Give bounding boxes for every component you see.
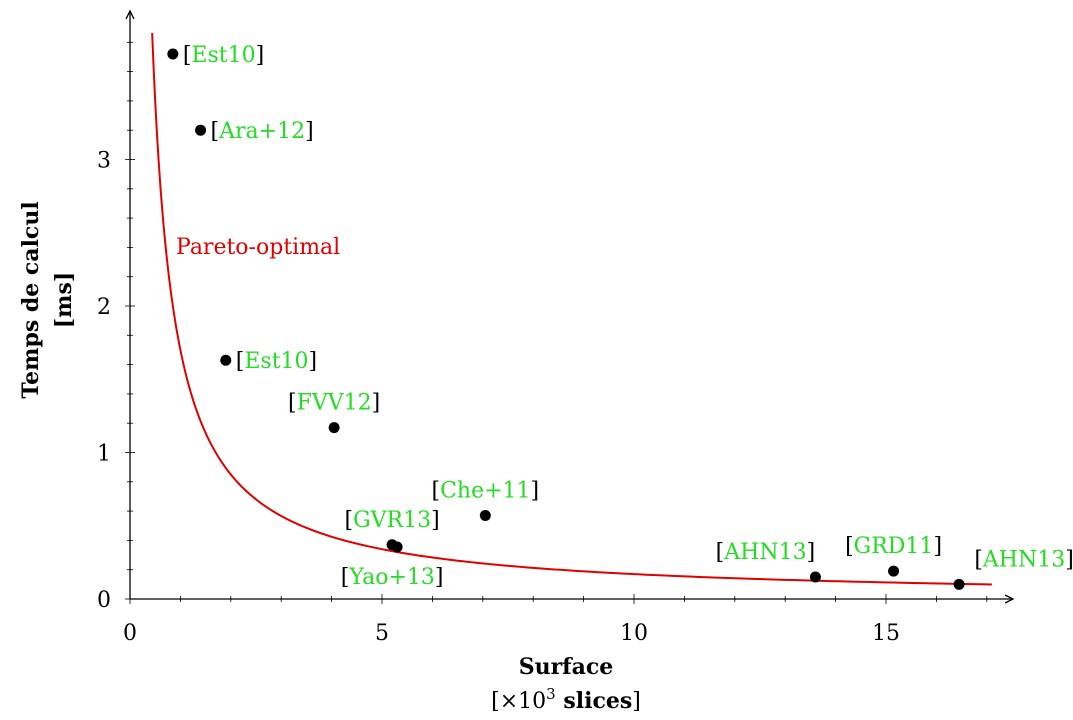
x-axis-unit: [×103 slices] <box>491 685 641 714</box>
label-bracket-open: [ <box>211 119 220 144</box>
y-tick-label: 1 <box>97 442 111 467</box>
label-bracket-close: ] <box>372 391 381 416</box>
x-tick-label: 15 <box>872 621 900 646</box>
label-citation: GVR13 <box>353 508 431 533</box>
label-citation: Ara+12 <box>218 119 305 144</box>
label-bracket-close: ] <box>807 540 816 565</box>
label-bracket-close: ] <box>309 349 318 374</box>
point-label: [GRD11] <box>845 534 942 559</box>
y-tick-label: 0 <box>97 588 111 613</box>
axes <box>130 12 1012 599</box>
x-unit-word: slices <box>556 688 633 714</box>
point-label: [Ara+12] <box>211 119 314 144</box>
label-bracket-open: [ <box>344 508 353 533</box>
y-tick-label: 2 <box>97 295 111 320</box>
label-citation: GRD11 <box>854 534 934 559</box>
label-bracket-open: [ <box>974 547 983 572</box>
label-bracket-close: ] <box>1065 547 1073 572</box>
y-axis-unit-group: [ms] <box>51 272 77 328</box>
data-point <box>809 571 821 583</box>
x-tick-label: 0 <box>123 621 137 646</box>
data-point <box>479 509 491 521</box>
point-label: [Est10] <box>236 349 317 374</box>
label-bracket-open: [ <box>431 478 440 503</box>
point-label: [Che+11] <box>431 478 539 503</box>
y-axis-title: Temps de calcul <box>18 201 44 398</box>
x-unit-exponent: 3 <box>546 685 556 703</box>
label-citation: FVV12 <box>297 391 372 416</box>
point-label: [Yao+13] <box>341 565 444 590</box>
data-point <box>220 354 232 366</box>
label-bracket-open: [ <box>183 43 192 68</box>
point-label: [AHN13] <box>716 540 816 565</box>
y-tick-label: 3 <box>97 149 111 174</box>
data-points: [Est10][Ara+12][Est10][FVV12][Che+11][GV… <box>167 43 1073 590</box>
label-bracket-open: [ <box>341 565 350 590</box>
label-bracket-close: ] <box>431 508 440 533</box>
label-bracket-close: ] <box>933 534 942 559</box>
point-label: [AHN13] <box>974 547 1073 572</box>
label-bracket-open: [ <box>845 534 854 559</box>
pareto-curve <box>151 32 992 586</box>
label-citation: Est10 <box>191 43 255 68</box>
label-bracket-open: [ <box>716 540 725 565</box>
curve-layer: Pareto-optimal <box>151 32 992 586</box>
point-label: [Est10] <box>183 43 264 68</box>
label-citation: Est10 <box>244 349 308 374</box>
label-citation: Che+11 <box>440 478 530 503</box>
pareto-label: Pareto-optimal <box>176 235 340 260</box>
tick-labels: 0 5 10 15 0 1 2 3 <box>97 149 900 647</box>
label-citation: AHN13 <box>982 547 1065 572</box>
axis-titles: Surface [×103 slices] Temps de calcul [m… <box>18 201 641 714</box>
label-bracket-open: [ <box>236 349 245 374</box>
data-point <box>391 541 403 553</box>
label-bracket-open: [ <box>288 391 297 416</box>
label-bracket-close: ] <box>256 43 265 68</box>
point-label: [GVR13] <box>344 508 439 533</box>
data-point <box>888 565 900 577</box>
data-point <box>195 124 207 136</box>
y-axis-unit: [ms] <box>51 272 77 328</box>
label-bracket-close: ] <box>435 565 444 590</box>
x-unit-close-bracket: ] <box>632 689 641 714</box>
data-point <box>328 422 340 434</box>
x-unit-open-bracket: [×10 <box>491 689 546 714</box>
data-point <box>953 578 965 590</box>
label-bracket-close: ] <box>305 119 314 144</box>
data-point <box>167 48 179 60</box>
label-bracket-close: ] <box>531 478 540 503</box>
point-label: [FVV12] <box>288 391 380 416</box>
ticks <box>125 41 988 604</box>
label-citation: Yao+13 <box>348 565 435 590</box>
x-tick-label: 10 <box>620 621 648 646</box>
x-tick-label: 5 <box>375 621 389 646</box>
label-citation: AHN13 <box>723 540 806 565</box>
x-axis-title: Surface <box>519 654 614 680</box>
y-axis-title-group: Temps de calcul <box>18 201 44 398</box>
